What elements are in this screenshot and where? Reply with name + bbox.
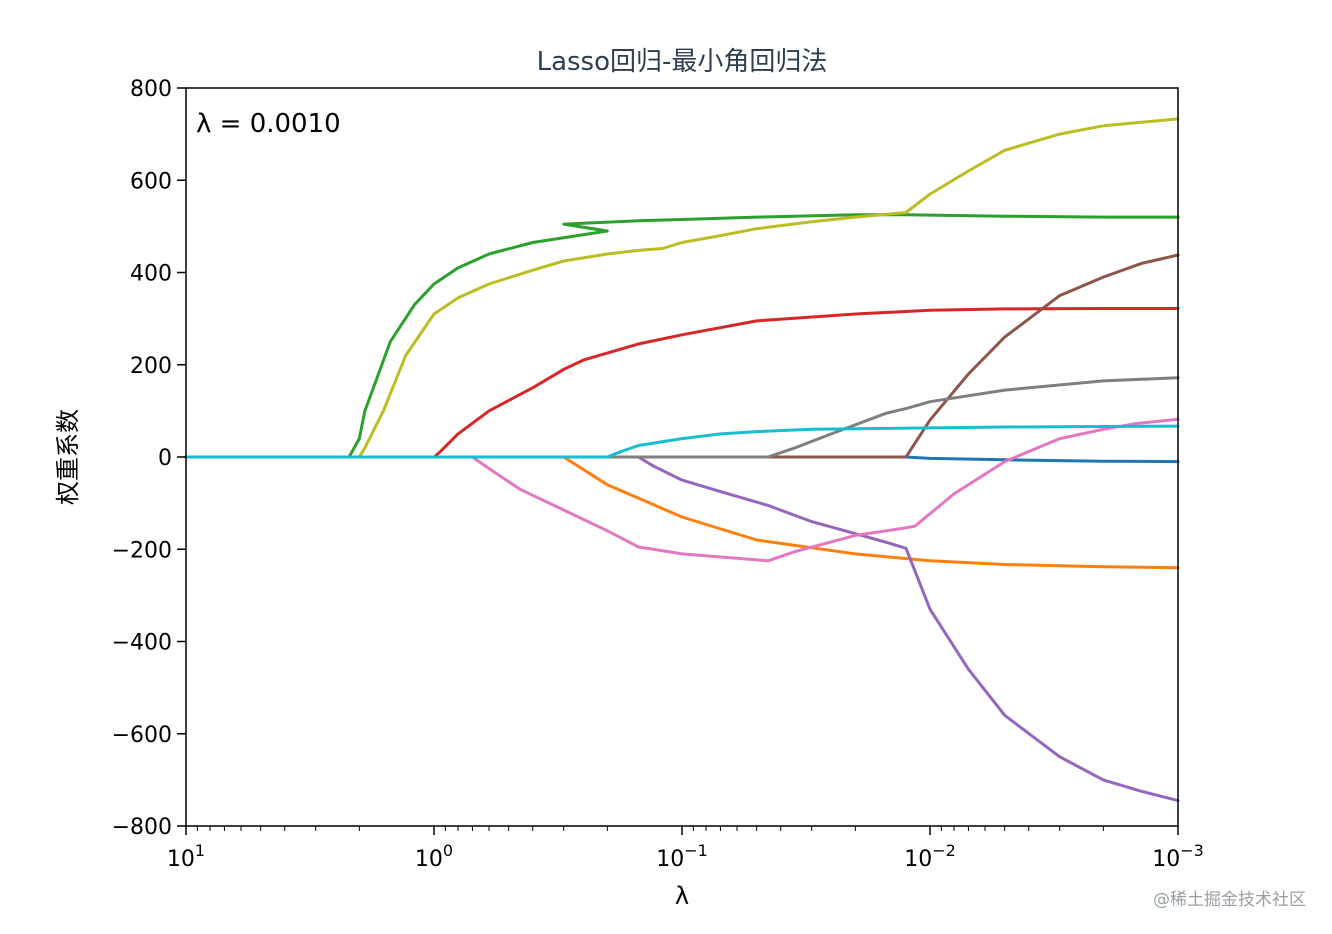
y-tick-label: −600: [112, 723, 172, 748]
series-line-5: [184, 455, 1180, 803]
series-line-8: [184, 376, 1180, 459]
y-tick-label: 600: [130, 169, 172, 194]
series-line-3: [184, 213, 1180, 459]
series-layer: [184, 117, 1180, 803]
x-axis-label: λ: [675, 882, 689, 910]
x-tick-label: 10−3: [1152, 841, 1204, 872]
x-tick-label: 100: [415, 841, 453, 872]
y-tick-label: −200: [112, 538, 172, 563]
y-tick-label: 200: [130, 354, 172, 379]
x-tick-label: 101: [167, 841, 205, 872]
series-line-10: [184, 424, 1180, 459]
y-tick-label: −800: [112, 815, 172, 840]
lambda-annotation: λ = 0.0010: [196, 109, 341, 139]
y-axis-label: 权重系数: [54, 409, 82, 505]
y-tick-label: 0: [158, 446, 172, 471]
chart-title: Lasso回归-最小角回归法: [537, 47, 828, 77]
y-tick-label: 400: [130, 262, 172, 287]
y-axis: 800 600 400 200 0 −200 −400 −600 −800: [112, 77, 186, 840]
watermark: @稀土掘金技术社区: [1153, 890, 1306, 910]
x-tick-label: 10−2: [904, 841, 956, 872]
y-tick-label: 800: [130, 77, 172, 102]
series-line-7: [184, 417, 1180, 563]
series-line-4: [184, 307, 1180, 459]
y-tick-label: −400: [112, 631, 172, 656]
series-line-9: [184, 117, 1180, 459]
x-tick-label: 10−1: [656, 841, 708, 872]
series-line-2: [184, 455, 1180, 570]
series-line-6: [184, 253, 1180, 459]
x-axis: 101 100 10−1 10−2 10−3: [167, 826, 1204, 872]
